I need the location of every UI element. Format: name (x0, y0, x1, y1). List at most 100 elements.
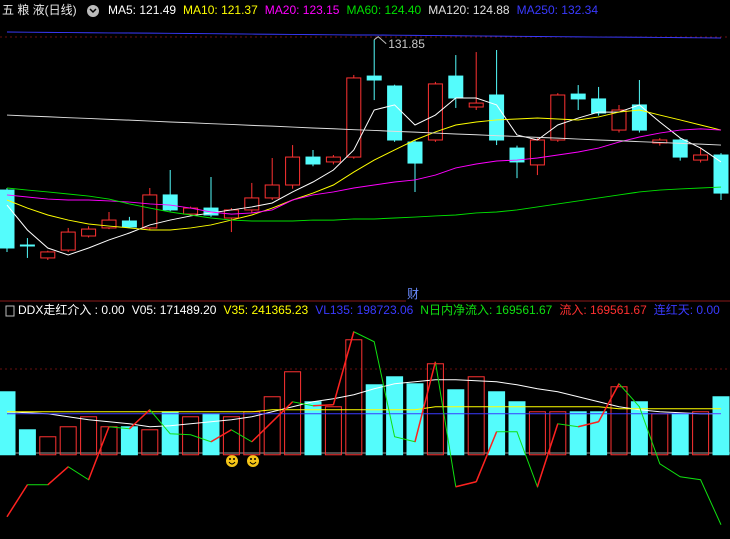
rise-segment (597, 383, 620, 423)
annotation-pointer (373, 36, 387, 45)
ma-line (6, 109, 722, 231)
rise-segment (87, 426, 110, 481)
ma-line (6, 128, 722, 215)
ma-line (6, 114, 722, 146)
legend-entry: VL135: 198723.06 (315, 303, 413, 317)
legend-entry: N日内净流入: 169561.67 (420, 303, 552, 317)
volume-bar (80, 416, 98, 456)
candle-body (652, 139, 668, 144)
rise-segment (128, 409, 151, 430)
rise-segment (455, 481, 477, 488)
volume-bar (406, 383, 424, 456)
candle-body (142, 194, 158, 229)
volume-bar (386, 376, 404, 456)
candle-body (550, 94, 566, 141)
volume-bar (263, 396, 281, 456)
volume-bar (488, 391, 506, 456)
ma-line (6, 186, 722, 222)
candle-body (468, 102, 484, 108)
volume-bar (365, 384, 383, 456)
volume-bar (202, 413, 220, 456)
legend-entry: 流入: 169561.67 (559, 303, 647, 317)
high-annotation: 131.85 (388, 37, 425, 51)
legend-entry: MA250: 132.34 (517, 3, 599, 17)
candle-body (60, 231, 76, 251)
candle-body (713, 154, 729, 194)
candle-body (611, 109, 627, 131)
volume-bar (59, 426, 77, 456)
signal-icon (247, 455, 259, 467)
ma-line (6, 31, 722, 39)
legend-entry: V35: 241365.23 (223, 303, 308, 317)
candle-body (305, 156, 321, 165)
volume-bar (0, 391, 16, 456)
volume-bar (18, 429, 36, 456)
ma-line (7, 406, 721, 413)
legend-entry: DDX走红介入 : 0.00 (18, 302, 125, 317)
signal-icon (226, 455, 238, 467)
marker-box (406, 288, 420, 302)
candle-body (285, 156, 301, 186)
volume-bar (141, 429, 159, 456)
candle-body (591, 98, 607, 114)
rise-segment (251, 421, 273, 443)
legend-entry: MA5: 121.49 (108, 3, 176, 17)
volume-bar (120, 426, 138, 456)
volume-bar (528, 411, 546, 456)
candle-body (0, 189, 15, 249)
candle-body (121, 220, 137, 228)
rise-segment (414, 361, 437, 442)
volume-bar (467, 376, 485, 456)
period-icon[interactable] (87, 5, 99, 17)
volume-bar (671, 413, 689, 456)
rise-segment (271, 401, 294, 423)
candle-body (529, 139, 545, 166)
candle-body (19, 244, 35, 247)
legend-entry: V05: 171489.20 (132, 303, 217, 317)
candle-body (81, 228, 97, 237)
volume-bar (610, 386, 628, 456)
candle-body (672, 139, 688, 158)
volume-bar (345, 339, 363, 456)
legend-entry: MA20: 123.15 (265, 3, 340, 17)
candle-body (162, 194, 178, 211)
volume-bar (712, 396, 730, 456)
candle-body (325, 156, 341, 163)
candle-body (427, 83, 443, 141)
volume-bar (222, 416, 240, 456)
legend-entry: MA120: 124.88 (428, 3, 510, 17)
volume-bar (324, 406, 342, 456)
rise-segment (312, 404, 334, 407)
candle-body (101, 219, 117, 229)
legend-entry: MA60: 124.40 (346, 3, 421, 17)
rise-segment (6, 484, 29, 518)
volume-bar (182, 416, 200, 456)
legend-entry: 连红天: 0.00 (654, 302, 720, 317)
volume-bar (284, 371, 302, 456)
volume-bar (692, 411, 710, 456)
candle-body (570, 93, 586, 100)
volume-bar (447, 389, 465, 456)
candle-body (346, 77, 362, 158)
candle-body (40, 251, 56, 259)
volume-bar (569, 411, 587, 456)
indicator-icon[interactable] (5, 305, 15, 317)
rise-segment (210, 429, 232, 443)
candle-body (407, 141, 423, 164)
rise-segment (332, 331, 355, 405)
candle-body (387, 85, 403, 141)
rise-segment (536, 423, 559, 488)
legend-entry: MA10: 121.37 (183, 3, 258, 17)
ma-line (6, 379, 721, 428)
candle-body (366, 75, 382, 81)
candle-body (448, 75, 464, 99)
candle-body (244, 197, 260, 211)
volume-bar (549, 411, 567, 456)
rise-segment (578, 421, 599, 428)
candle-body (489, 94, 505, 141)
chart-title: 五 粮 液(日线) (2, 2, 77, 17)
rise-segment (475, 431, 498, 483)
candle-body (509, 147, 525, 163)
